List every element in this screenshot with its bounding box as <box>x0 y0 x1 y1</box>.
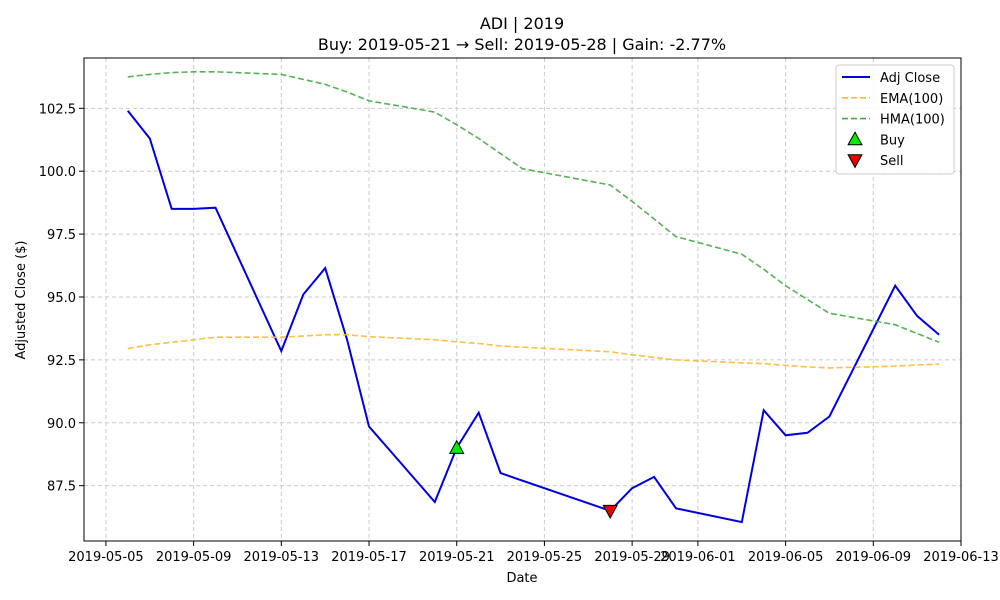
x-tick-label: 2019-05-13 <box>244 550 320 565</box>
legend-label: Sell <box>880 154 903 169</box>
y-tick-label: 87.5 <box>47 480 76 495</box>
legend-label: HMA(100) <box>880 113 945 128</box>
grid <box>84 58 962 541</box>
x-tick-label: 2019-05-29 <box>594 550 670 565</box>
x-tick-label: 2019-06-09 <box>836 550 912 565</box>
y-tick-label: 90.0 <box>47 417 76 432</box>
x-tick-label: 2019-06-05 <box>748 550 824 565</box>
x-tick-label: 2019-05-25 <box>507 550 583 565</box>
plot-frame <box>83 57 962 542</box>
legend-box <box>835 64 955 175</box>
legend-label: Buy <box>880 133 905 148</box>
x-tick-label: 2019-05-09 <box>156 550 232 565</box>
x-tick-label: 2019-05-05 <box>68 550 144 565</box>
sell-marker <box>602 504 618 520</box>
y-tick-label: 97.5 <box>47 228 76 243</box>
x-axis-label: Date <box>506 571 537 586</box>
series-line-ema-100 <box>127 333 940 369</box>
y-tick-label: 92.5 <box>47 354 76 369</box>
x-tick-label: 2019-06-13 <box>923 550 999 565</box>
series-layer <box>127 71 940 524</box>
x-tick-label: 2019-06-01 <box>660 550 736 565</box>
buy-marker <box>448 439 465 454</box>
x-tick-label: 2019-05-17 <box>331 550 407 565</box>
y-tick-label: 95.0 <box>47 291 76 306</box>
legend: Adj Close EMA(100) HMA(100) Buy Sell <box>835 64 955 175</box>
legend-swatch <box>847 131 863 146</box>
x-tick-label: 2019-05-21 <box>419 550 495 565</box>
chart-title: ADI | 2019 <box>480 14 564 33</box>
legend-label: EMA(100) <box>880 92 943 107</box>
markers-layer <box>448 439 618 520</box>
legend-swatch <box>847 154 863 169</box>
y-axis: 87.5 90.0 92.5 95.0 97.5 100.0 102.5 <box>39 102 84 495</box>
legend-label: Adj Close <box>880 71 940 86</box>
y-axis-label: Adjusted Close ($) <box>14 241 29 360</box>
y-tick-label: 100.0 <box>39 165 76 180</box>
series-line-adj-close <box>127 110 940 524</box>
y-tick-label: 102.5 <box>39 102 76 117</box>
chart-subtitle: Buy: 2019-05-21 → Sell: 2019-05-28 | Gai… <box>318 35 726 54</box>
x-axis: 2019-05-05 2019-05-09 2019-05-13 2019-05-17… <box>68 541 999 565</box>
series-line-hma-100 <box>127 71 940 344</box>
